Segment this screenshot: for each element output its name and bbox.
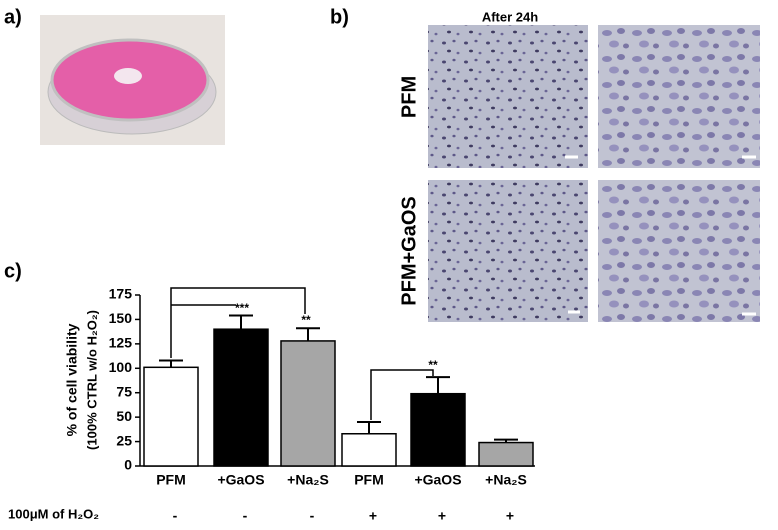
significance-brackets: [170, 287, 434, 420]
bar: [478, 441, 534, 467]
y-axis-label: (100% CTRL w/o H₂O₂): [84, 310, 99, 450]
y-tick-label: 175: [109, 286, 133, 302]
bar: [280, 340, 336, 467]
y-tick-label: 50: [116, 408, 132, 424]
bar: [213, 328, 269, 467]
x-tick-label: PFM: [354, 472, 384, 488]
treatment-value: -: [173, 508, 178, 524]
bar: [341, 433, 397, 467]
y-axis-label: % of cell viability: [64, 323, 80, 436]
row-label: PFM: [398, 76, 420, 118]
significance-label: **: [301, 313, 311, 327]
y-tick-label: 0: [124, 457, 132, 473]
treatment-value: +: [506, 508, 514, 524]
petri-photo: [40, 15, 225, 145]
significance-label: ***: [235, 301, 249, 315]
bar: [143, 366, 199, 467]
x-tick-label: +GaOS: [217, 472, 264, 488]
micrograph-title: After 24h: [482, 9, 538, 24]
panel-label: c): [4, 260, 22, 282]
treatment-value: -: [310, 508, 315, 524]
y-tick-label: 125: [109, 335, 133, 351]
micrographs: [428, 25, 760, 322]
y-tick-label: 150: [109, 310, 133, 326]
treatment-value: +: [369, 508, 377, 524]
treatment-value: -: [243, 508, 248, 524]
treatment-label: 100μM of H₂O₂: [8, 506, 99, 521]
y-tick-label: 75: [116, 383, 132, 399]
significance-label: **: [428, 358, 438, 372]
bar: [410, 392, 466, 467]
x-tick-label: +GaOS: [414, 472, 461, 488]
x-tick-label: +Na₂S: [287, 472, 329, 488]
y-tick-label: 100: [109, 359, 133, 375]
treatment-value: +: [438, 508, 446, 524]
x-tick-label: +Na₂S: [485, 472, 527, 488]
row-label: PFM+GaOS: [398, 196, 420, 305]
panel-label: b): [330, 6, 349, 28]
panel-label: a): [4, 6, 22, 28]
y-tick-label: 25: [116, 432, 132, 448]
x-tick-label: PFM: [156, 472, 186, 488]
